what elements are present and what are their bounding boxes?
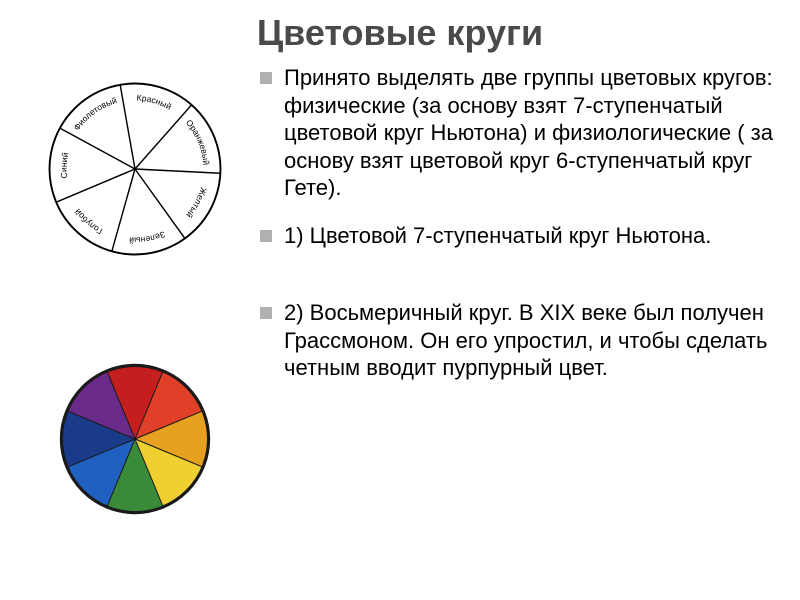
right-column: Принято выделять две группы цветовых кру… (250, 64, 780, 519)
bullet-item-2: 2) Восьмеричный круг. В XIX веке был пол… (260, 299, 780, 382)
bullet-intro: Принято выделять две группы цветовых кру… (260, 64, 780, 202)
page-title: Цветовые круги (0, 0, 800, 64)
bullet-icon (260, 72, 272, 84)
bullet-text: Принято выделять две группы цветовых кру… (284, 64, 780, 202)
bullet-icon (260, 307, 272, 319)
content-area: КрасныйОранжевыйЖелтыйЗеленыйГолубойСини… (0, 64, 800, 519)
newton-wheel-diagram: КрасныйОранжевыйЖелтыйЗеленыйГолубойСини… (40, 74, 230, 264)
bullet-text: 2) Восьмеричный круг. В XIX веке был пол… (284, 299, 780, 382)
svg-text:Синий: Синий (59, 151, 71, 179)
left-column: КрасныйОранжевыйЖелтыйЗеленыйГолубойСини… (20, 64, 250, 519)
color-wheel-diagram (55, 359, 215, 519)
bullet-text: 1) Цветовой 7-ступенчатый круг Ньютона. (284, 222, 711, 250)
bullet-item-1: 1) Цветовой 7-ступенчатый круг Ньютона. (260, 222, 780, 250)
bullet-icon (260, 230, 272, 242)
